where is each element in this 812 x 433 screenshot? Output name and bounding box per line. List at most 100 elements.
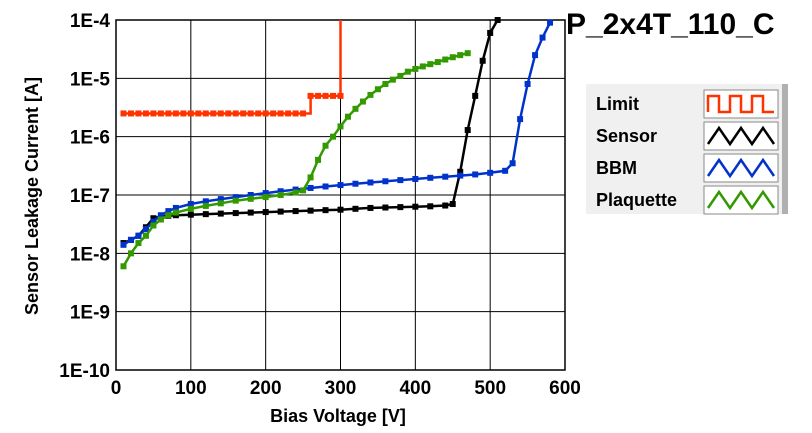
data-point-limit — [172, 110, 179, 117]
legend-scrollbar[interactable] — [782, 84, 788, 214]
data-point-bbm — [135, 232, 142, 239]
data-point-plaquette — [337, 123, 344, 130]
data-point-sensor — [442, 202, 449, 209]
data-point-sensor — [337, 206, 344, 213]
data-point-limit — [225, 110, 232, 117]
data-point-bbm — [165, 208, 172, 215]
y-axis-label: Sensor Leakage Current [A] — [22, 77, 42, 315]
data-point-bbm — [547, 19, 554, 26]
data-point-sensor — [322, 207, 329, 214]
data-point-limit — [165, 110, 172, 117]
x-tick-label: 400 — [399, 378, 431, 399]
data-point-sensor — [457, 168, 464, 175]
data-point-bbm — [457, 172, 464, 179]
data-point-plaquette — [322, 142, 329, 149]
data-point-bbm — [539, 34, 546, 41]
data-point-sensor — [412, 203, 419, 210]
data-point-bbm — [247, 192, 254, 198]
legend-pattern-sensor — [706, 125, 776, 147]
data-point-bbm — [367, 179, 374, 186]
y-tick-labels: 1E-10 1E-9 1E-8 1E-7 1E-6 1E-5 1E-4 — [59, 11, 110, 382]
data-point-limit — [330, 92, 337, 99]
x-tick-label: 100 — [175, 378, 207, 399]
data-point-sensor — [487, 29, 494, 36]
x-tick-label: 0 — [111, 378, 122, 399]
data-point-plaquette — [202, 202, 209, 209]
data-point-plaquette — [449, 54, 456, 61]
x-axis-label: Bias Voltage [V] — [270, 406, 406, 426]
data-point-bbm — [509, 160, 516, 167]
data-point-plaquette — [120, 263, 127, 270]
series-layer — [120, 17, 554, 270]
data-point-plaquette — [247, 195, 254, 202]
data-point-sensor — [187, 211, 194, 218]
legend-label-bbm: BBM — [596, 158, 637, 178]
data-point-plaquette — [344, 113, 351, 120]
data-point-plaquette — [262, 194, 269, 201]
data-point-plaquette — [419, 63, 426, 70]
data-point-limit — [285, 110, 292, 117]
data-point-limit — [150, 110, 157, 117]
data-point-limit — [300, 110, 307, 117]
data-point-sensor — [232, 210, 239, 217]
data-point-plaquette — [442, 56, 449, 63]
data-point-bbm — [217, 196, 224, 203]
data-point-sensor — [472, 92, 479, 99]
data-point-limit — [247, 110, 254, 117]
data-point-sensor — [479, 57, 486, 64]
data-point-sensor — [150, 215, 157, 222]
data-point-plaquette — [397, 72, 404, 79]
data-point-limit — [240, 110, 247, 117]
y-tick-label: 1E-4 — [70, 11, 111, 32]
data-point-limit — [135, 110, 142, 117]
data-point-bbm — [322, 183, 329, 190]
data-point-plaquette — [434, 59, 441, 66]
data-point-limit — [270, 110, 277, 117]
data-point-limit — [315, 92, 322, 99]
data-point-plaquette — [330, 133, 337, 140]
data-point-plaquette — [292, 189, 299, 196]
legend-pattern-bbm — [706, 157, 776, 179]
legend-label-limit: Limit — [596, 94, 639, 114]
data-point-limit — [187, 110, 194, 117]
x-tick-labels: 0 100 200 300 400 500 600 — [111, 378, 581, 399]
y-tick-label: 1E-8 — [70, 244, 110, 265]
data-point-bbm — [172, 204, 179, 211]
data-point-sensor — [427, 203, 434, 210]
data-point-sensor — [292, 208, 299, 215]
data-point-limit — [142, 110, 149, 117]
data-point-bbm — [142, 226, 149, 233]
data-point-limit — [217, 110, 224, 117]
data-point-plaquette — [150, 222, 157, 229]
data-point-plaquette — [367, 91, 374, 98]
data-point-sensor — [307, 207, 314, 214]
data-point-bbm — [502, 167, 509, 174]
data-point-limit — [210, 110, 217, 117]
data-point-sensor — [247, 209, 254, 216]
data-point-sensor — [352, 205, 359, 212]
data-point-sensor — [202, 211, 209, 218]
data-point-bbm — [277, 188, 284, 195]
data-point-plaquette — [427, 61, 434, 68]
data-point-sensor — [449, 201, 456, 208]
data-point-limit — [322, 92, 329, 99]
data-point-bbm — [262, 190, 269, 197]
data-point-limit — [120, 110, 127, 117]
data-point-bbm — [532, 52, 539, 59]
data-point-bbm — [397, 177, 404, 184]
data-point-limit — [232, 110, 239, 117]
data-point-bbm — [292, 186, 299, 193]
data-point-plaquette — [374, 86, 381, 93]
data-point-plaquette — [307, 174, 314, 181]
data-point-plaquette — [464, 50, 471, 57]
data-point-limit — [292, 110, 299, 117]
data-point-plaquette — [232, 197, 239, 204]
legend-pattern-plaquette — [706, 189, 776, 211]
data-point-bbm — [150, 218, 157, 225]
data-point-plaquette — [135, 240, 142, 247]
data-point-limit — [255, 110, 262, 117]
data-point-bbm — [472, 171, 479, 178]
data-point-bbm — [232, 194, 239, 201]
data-point-plaquette — [187, 205, 194, 212]
